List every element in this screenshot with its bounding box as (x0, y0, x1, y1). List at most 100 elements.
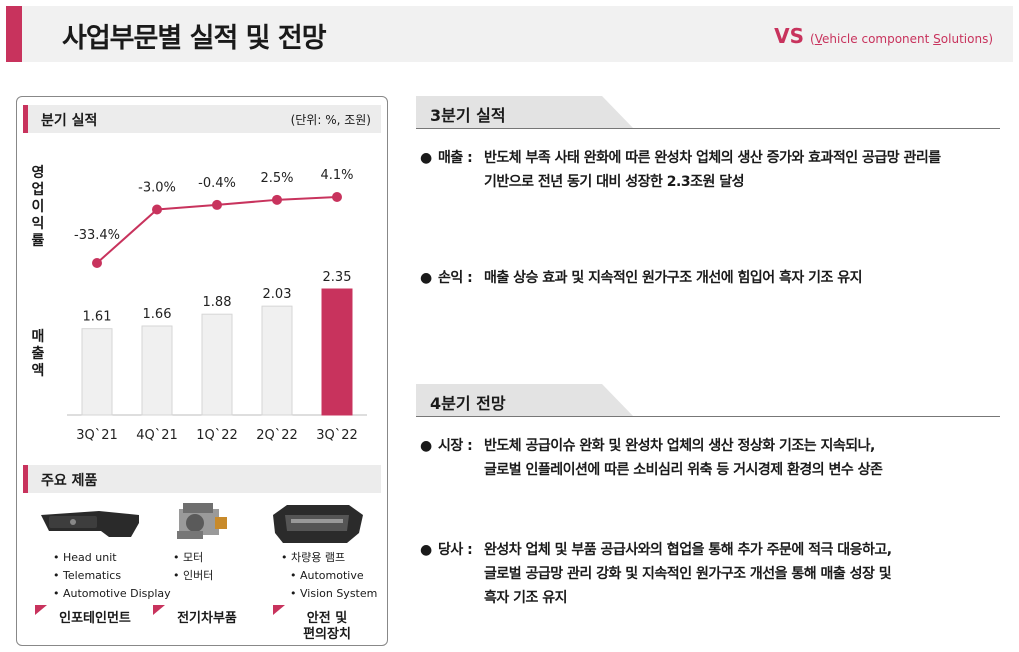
division-label: VS (Vehicle component Solutions) (774, 24, 993, 48)
category-line: 인포테인먼트 (59, 611, 131, 626)
item-text: 완성차 업체 및 부품 공급사와의 협업을 통해 추가 주문에 적극 대응하고,… (484, 538, 1004, 610)
heading-accent (23, 465, 28, 493)
margin-char: 률 (31, 233, 45, 249)
sales-bar (141, 325, 173, 416)
q3-heading: 3분기 실적 (416, 96, 1000, 129)
products-title: 주요 제품 (41, 473, 98, 489)
unit-label: (단위: %, 조원) (290, 113, 371, 127)
item-key: 당사 : (438, 542, 473, 558)
item-key: 시장 : (438, 438, 473, 454)
motor-image (177, 503, 227, 539)
product-item: 모터 (173, 549, 213, 567)
sales-char: 매 (31, 329, 45, 345)
item-key: 손익 : (438, 270, 473, 286)
q4-heading: 4분기 전망 (416, 384, 1000, 417)
item-key: 매출 : (438, 150, 473, 166)
item-line: 반도체 부족 사태 완화에 따른 완성차 업체의 생산 증가와 효과적인 공급망… (484, 150, 941, 166)
left-panel: 분기 실적 (단위: %, 조원) 영 업 이 익 률 매 출 액 1.61 3Q… (16, 96, 388, 646)
sales-char: 액 (31, 363, 45, 379)
item-line: 기반으로 전년 동기 대비 성장한 2.3조원 달성 (484, 174, 745, 190)
infotainment-items: Head unit Telematics Automotive Display (53, 549, 171, 603)
category-marker (153, 605, 165, 615)
sales-axis-label: 매 출 액 (29, 329, 47, 380)
margin-value-label: -0.4% (198, 176, 236, 191)
category-line: 전기차부품 (177, 611, 237, 626)
item-line: 흑자 기조 유지 (484, 590, 568, 606)
bullet-dot: ● (420, 150, 432, 166)
category-marker (273, 605, 285, 615)
quarterly-chart: 1.61 3Q`21 1.66 4Q`21 1.88 1Q`22 2.03 2Q`22 2.35… (67, 168, 367, 443)
quarterly-title: 분기 실적 (41, 113, 98, 129)
margin-char: 영 (31, 165, 45, 181)
bar-value-label: 1.66 (143, 307, 172, 322)
title-bar: 사업부문별 실적 및 전망 VS (Vehicle component Solut… (6, 6, 1013, 62)
category-tick-label: 4Q`21 (136, 428, 178, 443)
category-marker (35, 605, 47, 615)
product-item: 인버터 (173, 567, 213, 585)
ev-parts-items: 모터 인버터 (173, 549, 213, 585)
category-infotainment: 인포테인먼트 (51, 611, 139, 627)
products-heading: 주요 제품 (23, 465, 381, 493)
item-text: 매출 상승 효과 및 지속적인 원가구조 개선에 힘입어 흑자 기조 유지 (484, 266, 1004, 290)
margin-axis-label: 영 업 이 익 률 (29, 165, 47, 250)
sales-bar (321, 288, 353, 416)
division-s: S (933, 32, 941, 46)
item-text: 반도체 부족 사태 완화에 따른 완성차 업체의 생산 증가와 효과적인 공급망… (484, 146, 1004, 194)
bullet-dot: ● (420, 542, 432, 558)
item-text: 반도체 공급이슈 완화 및 완성차 업체의 생산 정상화 기조는 지속되나, 글… (484, 434, 1004, 482)
margin-point (272, 194, 282, 205)
bar-value-label: 2.03 (263, 287, 292, 302)
q4-title: 4분기 전망 (430, 394, 506, 413)
item-line: 글로벌 인플레이션에 따른 소비심리 위축 등 거시경제 환경의 변수 상존 (484, 462, 883, 478)
category-tick-label: 3Q`21 (76, 428, 118, 443)
heading-tab (416, 96, 634, 129)
margin-point (332, 192, 342, 202)
item-line: 글로벌 공급망 관리 강화 및 지속적인 원가구조 개선을 통해 매출 성장 및 (484, 566, 892, 582)
category-tick-label: 2Q`22 (256, 428, 298, 443)
sales-char: 출 (31, 346, 45, 362)
division-text-2: olutions) (940, 32, 993, 46)
item-line: 완성차 업체 및 부품 공급사와의 협업을 통해 추가 주문에 적극 대응하고, (484, 542, 892, 558)
safety-items: 차량용 램프 Automotive Vision System (281, 549, 377, 603)
margin-value-label: -3.0% (138, 180, 176, 195)
margin-char: 익 (31, 216, 45, 232)
q3-title: 3분기 실적 (430, 106, 506, 125)
page-title: 사업부문별 실적 및 전망 (62, 23, 327, 54)
head-unit-image (41, 511, 139, 537)
heading-rule (416, 416, 1000, 417)
category-line: 편의장치 (303, 627, 351, 642)
margin-point (92, 258, 102, 268)
margin-char: 업 (31, 182, 45, 198)
sales-bar (81, 328, 113, 416)
heading-tab (416, 384, 634, 417)
bar-value-label: 2.35 (323, 270, 352, 285)
quarterly-heading: 분기 실적 (단위: %, 조원) (23, 105, 381, 133)
margin-value-label: -33.4% (74, 228, 120, 243)
product-item: Automotive (281, 567, 377, 585)
heading-accent (23, 105, 28, 133)
sales-bar (201, 313, 233, 416)
margin-value-label: 2.5% (260, 171, 293, 186)
category-ev-parts: 전기차부품 (167, 611, 247, 627)
product-item: 차량용 램프 (281, 549, 377, 567)
sales-bar (261, 305, 293, 416)
division-paren: ( (810, 32, 815, 46)
division-text-1: ehicle component (822, 32, 934, 46)
category-safety: 안전 및 편의장치 (287, 611, 367, 643)
margin-point (212, 199, 222, 210)
product-item: Automotive Display (53, 585, 171, 603)
division-v: V (814, 32, 823, 46)
item-line: 매출 상승 효과 및 지속적인 원가구조 개선에 힘입어 흑자 기조 유지 (484, 270, 863, 286)
title-accent (6, 6, 22, 62)
category-tick-label: 3Q`22 (316, 428, 358, 443)
division-abbr: VS (774, 24, 805, 48)
bar-value-label: 1.88 (203, 295, 232, 310)
bullet-dot: ● (420, 438, 432, 454)
bullet-dot: ● (420, 270, 432, 286)
heading-rule (416, 128, 1000, 129)
product-item: Telematics (53, 567, 171, 585)
margin-value-label: 4.1% (320, 168, 353, 183)
product-item: Head unit (53, 549, 171, 567)
margin-char: 이 (31, 199, 45, 215)
margin-point (152, 204, 162, 215)
